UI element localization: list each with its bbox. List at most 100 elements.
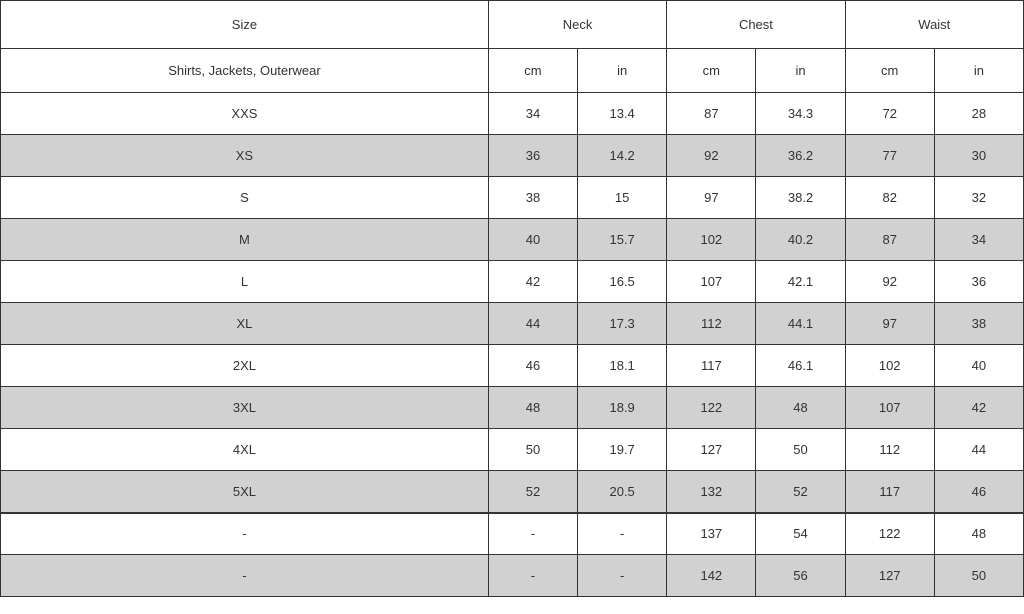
cell-size: L (1, 261, 489, 303)
cell-chest-cm: 92 (667, 135, 756, 177)
cell-waist-in: 36 (934, 261, 1023, 303)
cell-waist-cm: 77 (845, 135, 934, 177)
cell-chest-in: 42.1 (756, 261, 845, 303)
table-row: 2XL4618.111746.110240 (1, 345, 1024, 387)
cell-chest-in: 48 (756, 387, 845, 429)
cell-chest-in: 34.3 (756, 93, 845, 135)
cell-chest-cm: 127 (667, 429, 756, 471)
cell-neck-in: 20.5 (578, 471, 667, 513)
table-row: 4XL5019.71275011244 (1, 429, 1024, 471)
subheader-neck-in: in (578, 49, 667, 93)
cell-neck-in: - (578, 513, 667, 555)
cell-chest-in: 52 (756, 471, 845, 513)
header-size: Size (1, 1, 489, 49)
table-row: M4015.710240.28734 (1, 219, 1024, 261)
cell-waist-in: 28 (934, 93, 1023, 135)
cell-size: 4XL (1, 429, 489, 471)
table-body: XXS3413.48734.37228XS3614.29236.27730S38… (1, 93, 1024, 597)
cell-chest-cm: 87 (667, 93, 756, 135)
subheader-waist-cm: cm (845, 49, 934, 93)
cell-chest-in: 44.1 (756, 303, 845, 345)
cell-neck-cm: 38 (488, 177, 577, 219)
cell-neck-in: 15.7 (578, 219, 667, 261)
cell-chest-cm: 102 (667, 219, 756, 261)
cell-waist-cm: 97 (845, 303, 934, 345)
subheader-chest-cm: cm (667, 49, 756, 93)
cell-neck-cm: - (488, 513, 577, 555)
cell-chest-cm: 137 (667, 513, 756, 555)
size-chart-table: Size Neck Chest Waist Shirts, Jackets, O… (0, 0, 1024, 597)
cell-waist-in: 32 (934, 177, 1023, 219)
cell-neck-cm: 46 (488, 345, 577, 387)
cell-neck-cm: 50 (488, 429, 577, 471)
subheader-waist-in: in (934, 49, 1023, 93)
cell-neck-in: 18.1 (578, 345, 667, 387)
cell-size: M (1, 219, 489, 261)
table-row: ---1375412248 (1, 513, 1024, 555)
cell-neck-cm: 42 (488, 261, 577, 303)
cell-waist-cm: 102 (845, 345, 934, 387)
cell-waist-in: 48 (934, 513, 1023, 555)
cell-waist-in: 30 (934, 135, 1023, 177)
cell-neck-in: 17.3 (578, 303, 667, 345)
cell-waist-in: 46 (934, 471, 1023, 513)
cell-waist-in: 34 (934, 219, 1023, 261)
cell-size: 2XL (1, 345, 489, 387)
cell-waist-in: 38 (934, 303, 1023, 345)
table-row: 3XL4818.91224810742 (1, 387, 1024, 429)
cell-neck-cm: 34 (488, 93, 577, 135)
cell-neck-in: 19.7 (578, 429, 667, 471)
cell-neck-in: 14.2 (578, 135, 667, 177)
table-row: XXS3413.48734.37228 (1, 93, 1024, 135)
cell-neck-in: - (578, 555, 667, 597)
cell-chest-in: 56 (756, 555, 845, 597)
cell-waist-cm: 107 (845, 387, 934, 429)
cell-waist-in: 50 (934, 555, 1023, 597)
cell-waist-in: 40 (934, 345, 1023, 387)
cell-neck-cm: 44 (488, 303, 577, 345)
table-row: XL4417.311244.19738 (1, 303, 1024, 345)
cell-neck-in: 13.4 (578, 93, 667, 135)
cell-size: - (1, 555, 489, 597)
cell-waist-cm: 82 (845, 177, 934, 219)
cell-waist-cm: 72 (845, 93, 934, 135)
table-row: ---1425612750 (1, 555, 1024, 597)
cell-waist-cm: 127 (845, 555, 934, 597)
cell-neck-in: 16.5 (578, 261, 667, 303)
cell-waist-cm: 122 (845, 513, 934, 555)
cell-chest-in: 46.1 (756, 345, 845, 387)
cell-neck-in: 15 (578, 177, 667, 219)
cell-chest-cm: 142 (667, 555, 756, 597)
table-row: S38159738.28232 (1, 177, 1024, 219)
cell-neck-cm: 40 (488, 219, 577, 261)
cell-neck-cm: 52 (488, 471, 577, 513)
table-row: XS3614.29236.27730 (1, 135, 1024, 177)
cell-neck-in: 18.9 (578, 387, 667, 429)
cell-chest-in: 50 (756, 429, 845, 471)
cell-waist-cm: 112 (845, 429, 934, 471)
cell-waist-cm: 87 (845, 219, 934, 261)
header-row: Size Neck Chest Waist (1, 1, 1024, 49)
cell-neck-cm: 48 (488, 387, 577, 429)
header-chest: Chest (667, 1, 845, 49)
table-row: 5XL5220.51325211746 (1, 471, 1024, 513)
cell-size: 5XL (1, 471, 489, 513)
cell-chest-cm: 112 (667, 303, 756, 345)
cell-chest-in: 54 (756, 513, 845, 555)
cell-size: XL (1, 303, 489, 345)
subheader-row: Shirts, Jackets, Outerwear cm in cm in c… (1, 49, 1024, 93)
cell-waist-cm: 92 (845, 261, 934, 303)
cell-chest-cm: 117 (667, 345, 756, 387)
cell-waist-cm: 117 (845, 471, 934, 513)
cell-neck-cm: 36 (488, 135, 577, 177)
subheader-chest-in: in (756, 49, 845, 93)
cell-chest-cm: 122 (667, 387, 756, 429)
cell-chest-cm: 132 (667, 471, 756, 513)
cell-chest-in: 36.2 (756, 135, 845, 177)
cell-size: 3XL (1, 387, 489, 429)
cell-neck-cm: - (488, 555, 577, 597)
cell-chest-in: 40.2 (756, 219, 845, 261)
table-row: L4216.510742.19236 (1, 261, 1024, 303)
cell-size: XXS (1, 93, 489, 135)
subheader-category: Shirts, Jackets, Outerwear (1, 49, 489, 93)
